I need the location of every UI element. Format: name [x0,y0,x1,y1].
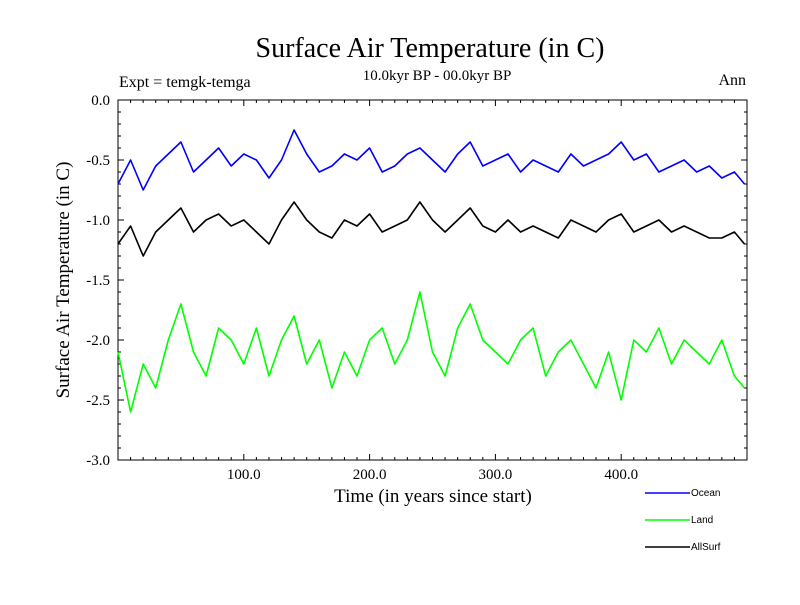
experiment-label: Expt = temgk-temga [119,74,251,91]
season-label: Ann [718,72,746,89]
x-axis-label: Time (in years since start) [334,486,532,507]
legend-label-land: Land [691,515,713,526]
legend-label-allsurf: AllSurf [691,542,721,553]
chart-subtitle: 10.0kyr BP - 00.0kyr BP [363,68,512,84]
y-tick-label: -3.0 [86,453,110,469]
y-tick-label: -0.5 [86,153,110,169]
x-tick-label: 100.0 [227,467,261,483]
series-line-ocean [117,129,746,191]
series-line-land [117,291,746,413]
x-tick-label: 400.0 [604,467,638,483]
series-line-allsurf [117,201,746,257]
y-tick-label: -2.5 [86,393,110,409]
y-tick-label: -2.0 [86,333,110,349]
y-tick-label: -1.0 [86,213,110,229]
series-group [117,129,746,413]
chart-title: Surface Air Temperature (in C) [256,33,605,64]
y-tick-label: 0.0 [91,93,110,109]
x-tick-label: 200.0 [353,467,387,483]
y-axis-label: Surface Air Temperature (in C) [53,162,74,399]
legend: Ocean Land AllSurf [645,488,721,553]
y-tick-label: -1.5 [86,273,110,289]
x-axis: 100.0 200.0 300.0 400.0 [130,100,735,483]
legend-label-ocean: Ocean [691,488,720,499]
x-tick-label: 300.0 [479,467,513,483]
